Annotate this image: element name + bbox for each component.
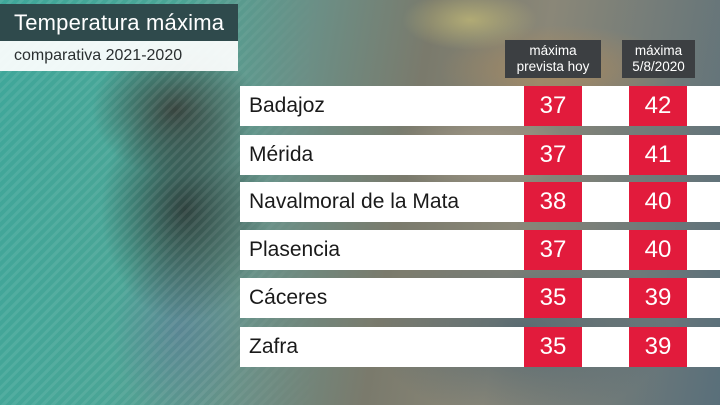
column-header-today-line2: prevista hoy [516,59,590,74]
today-max-value: 35 [524,327,582,367]
city-name: Plasencia [249,238,341,261]
today-max-value: 37 [524,86,582,126]
table-row: Plasencia 37 40 [240,230,720,270]
column-header-past: máxima 5/8/2020 [622,40,695,78]
city-name: Cáceres [249,286,328,309]
column-header-past-line1: máxima [634,43,683,58]
past-max-value: 40 [629,182,687,222]
city-name: Mérida [249,143,314,166]
past-max-value: 41 [629,135,687,175]
table-row: Cáceres 35 39 [240,278,720,318]
today-max-value: 38 [524,182,582,222]
city-name: Badajoz [249,94,325,117]
city-name: Navalmoral de la Mata [249,190,460,213]
graphic-title: Temperatura máxima [0,4,238,41]
city-name: Zafra [249,335,299,358]
today-max-value: 37 [524,135,582,175]
table-row: Zafra 35 39 [240,327,720,367]
past-max-value: 42 [629,86,687,126]
today-max-value: 35 [524,278,582,318]
today-max-value: 37 [524,230,582,270]
graphic-subtitle: comparativa 2021-2020 [0,41,238,71]
table-row: Mérida 37 41 [240,135,720,175]
past-max-value: 40 [629,230,687,270]
past-max-value: 39 [629,278,687,318]
column-header-today-line1: máxima [529,43,577,58]
past-max-value: 39 [629,327,687,367]
table-row: Navalmoral de la Mata 38 40 [240,182,720,222]
column-header-today: máxima prevista hoy [505,40,601,78]
column-header-past-line2: 5/8/2020 [632,59,685,74]
table-row: Badajoz 37 42 [240,86,720,126]
